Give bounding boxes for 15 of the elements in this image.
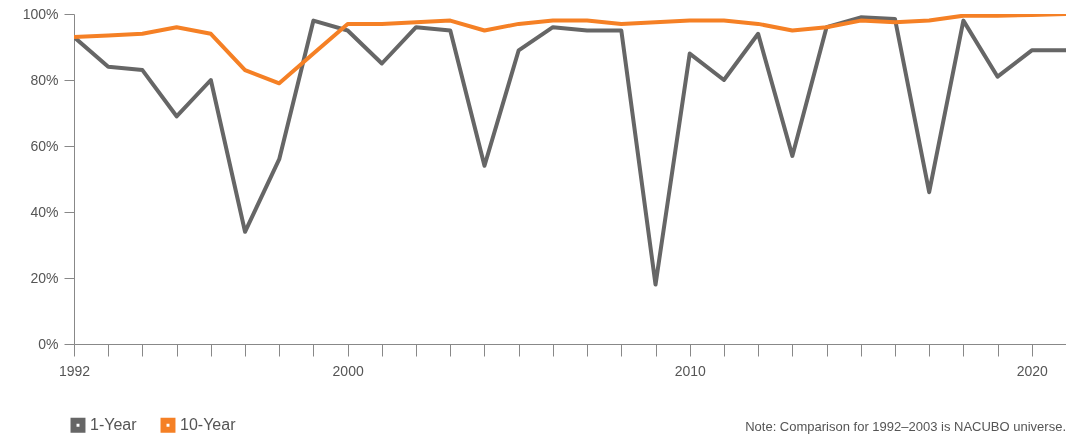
x-tick-label: 2020: [1016, 362, 1049, 379]
x-tick-label: 2000: [332, 362, 364, 379]
y-tick-label: 100%: [22, 5, 59, 22]
text: Note: Comparison for 1992–2003 is NACUBO universe.: [745, 419, 1066, 434]
line-series: [74, 14, 1066, 86]
x-tick-label: 1992: [58, 362, 91, 379]
y-tick-label: 40%: [30, 203, 59, 220]
y-tick-label: 20%: [30, 269, 59, 286]
y-tick-label: 0%: [38, 335, 59, 352]
line-series: [74, 15, 1066, 287]
legend-label: 1-Year: [90, 416, 138, 434]
legend-label: 10-Year: [180, 416, 237, 434]
y-tick-label: 60%: [30, 137, 59, 154]
x-tick-label: 2010: [674, 362, 706, 379]
y-tick-label: 80%: [30, 71, 59, 88]
